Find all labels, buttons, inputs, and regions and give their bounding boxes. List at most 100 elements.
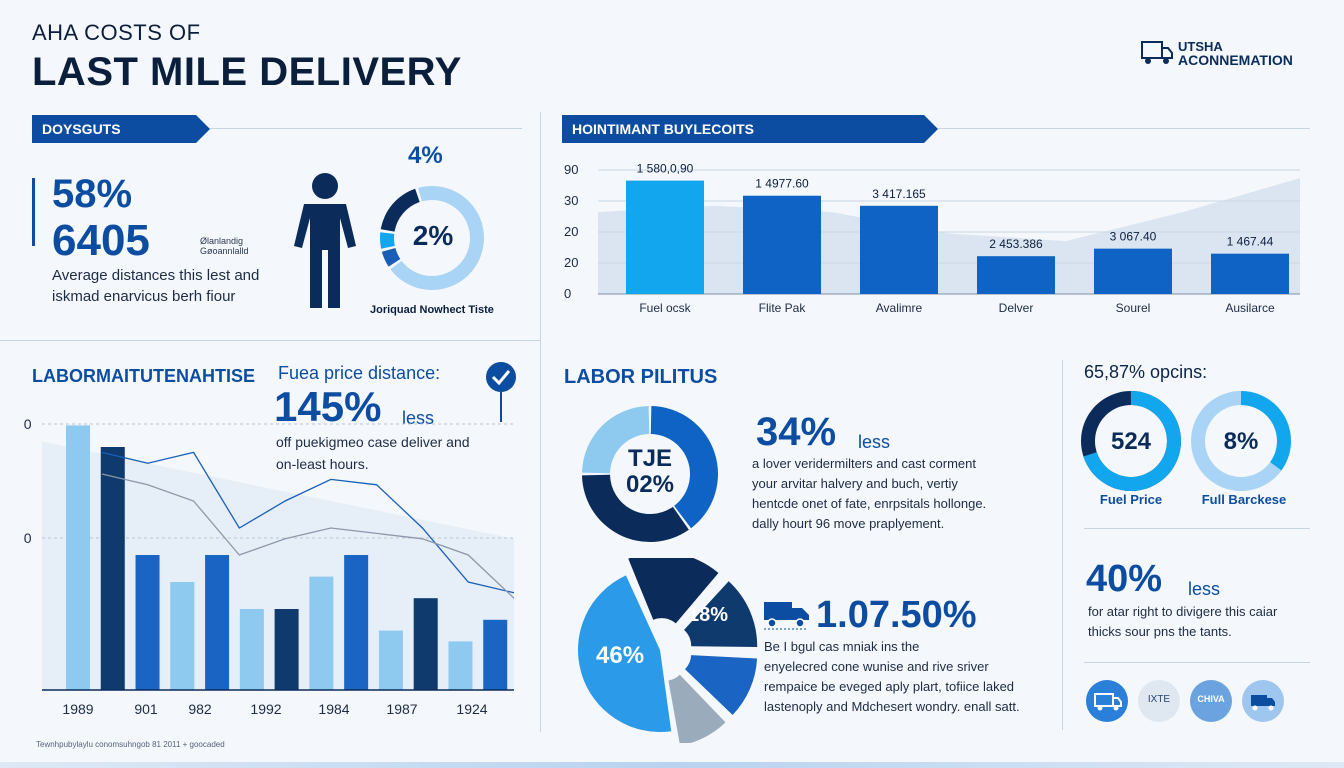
y-tick-label: 20 — [564, 224, 578, 239]
stat-40: 40% — [1086, 558, 1163, 600]
building-icon: CHIVA — [1190, 680, 1232, 722]
bar-9 — [378, 630, 403, 690]
series-line-2 — [101, 473, 515, 599]
bar-chart-bottom-left: 7050019899019821992198419871924 — [24, 416, 515, 717]
y-tick-label: 70 — [24, 416, 32, 432]
donut-chart-top — [380, 186, 484, 290]
fuel-desc2: on-least hours. — [276, 456, 369, 472]
bar-12 — [483, 619, 508, 690]
bar-value-label: 1 4977.60 — [755, 177, 809, 191]
bar-4 — [205, 555, 230, 690]
person-icon — [294, 173, 356, 308]
pie-label-big: 46% — [596, 642, 645, 669]
footnote: Tewnhpubylaylu conomsuhngob 81 2011 + go… — [36, 740, 225, 749]
y-tick-label: 90 — [564, 162, 578, 177]
donut-caption: Joriquad Nowhect Tiste — [370, 304, 494, 316]
bar-8 — [344, 555, 369, 690]
banner-doysguts: DOYSGUTS — [32, 115, 210, 143]
pie-slice-3 — [685, 655, 758, 715]
fuel-desc1: off puekigmeo case deliver and — [276, 434, 470, 450]
accent-bar — [32, 178, 35, 246]
ring2-fill — [1241, 391, 1291, 471]
desc2-line4: lastenoply and Mdchesert wondry. enall s… — [764, 699, 1020, 714]
ring-full-barckese — [1191, 391, 1291, 491]
ring1-value: 524 — [1110, 428, 1152, 455]
section-title-labor: LABORMAITUTENAHTISE — [32, 366, 255, 386]
section-title-labor-pilitus: LABOR PILITUS — [564, 366, 718, 388]
bar-11 — [448, 641, 473, 690]
logo-line2: ACONNEMATION — [1178, 52, 1293, 68]
stat-6405: 6405 — [52, 216, 150, 265]
donut-mid-center-2: 02% — [625, 471, 675, 498]
y-tick-label: 30 — [564, 193, 578, 208]
donut-top-label: 4% — [408, 142, 443, 169]
donut-mid-center-1: TJE — [627, 445, 672, 472]
desc1-line1: a lover veridermilters and cast corment — [752, 456, 976, 471]
x-category-label: 1987 — [386, 701, 417, 717]
bar-chart-top: 90 30 20 20 0 1 580,0,90 Fuel ocsk 1 4977.60 Fli… — [564, 162, 1300, 315]
ring1-label: Fuel Price — [1099, 492, 1163, 507]
desc-line2: iskmad enarvicus berh fiour — [52, 288, 236, 305]
bar-7 — [309, 576, 334, 690]
donut-mid-slice-2 — [582, 406, 650, 474]
stat-58: 58% — [52, 172, 133, 216]
donut-center-label: 2% — [412, 220, 454, 251]
desc1-line3: hentcde onet of fate, enrpsitals hollong… — [752, 496, 987, 511]
bar-4 — [1094, 248, 1172, 294]
x-category-label: Fuel ocsk — [639, 301, 691, 315]
x-category-label: 1992 — [250, 701, 281, 717]
bar-10 — [413, 598, 438, 690]
desc-line1: Average distances this lest and — [52, 267, 260, 284]
fuel-stat: 145% — [274, 383, 382, 430]
logo-line1: UTSHA — [1178, 39, 1223, 54]
check-icon — [486, 362, 516, 422]
y-tick-label: 0 — [564, 286, 571, 301]
ring2-value: 8% — [1223, 428, 1259, 455]
pie-slice-2 — [684, 581, 758, 648]
bar-3 — [977, 256, 1055, 294]
tag-icon: IXTE — [1138, 680, 1180, 722]
right-desc-line1: for atar right to divigere this caiar — [1088, 604, 1278, 619]
donut-mid-slice-0 — [650, 406, 718, 529]
stat-34-suffix: less — [858, 432, 891, 452]
banner-buylecoits: HOINTIMANT BUYLECOITS — [562, 115, 938, 143]
series-line-1 — [101, 451, 515, 594]
brand-logo: UTSHA ACONNEMATION — [1140, 38, 1320, 70]
pie-slice-1 — [628, 558, 719, 624]
tag-icon-text: IXTE — [1147, 694, 1171, 705]
x-category-label: 982 — [188, 701, 212, 717]
desc1-line2: your arvitar halvery and buch, vertiy — [752, 476, 958, 491]
pie-slice-4 — [668, 674, 726, 743]
x-category-label: Avalimre — [876, 301, 923, 315]
bar-value-label: 1 580,0,90 — [637, 162, 694, 176]
x-category-label: 901 — [134, 701, 158, 717]
bar-value-label: 2 453.386 — [989, 237, 1043, 251]
donut-top-slice-1 — [381, 248, 401, 267]
x-category-label: 1989 — [62, 701, 93, 717]
donut-chart-mid — [582, 406, 718, 542]
building-icon-text: CHIVA — [1197, 694, 1225, 704]
bar-5 — [239, 609, 264, 690]
bar-6 — [274, 609, 299, 690]
x-category-label: Sourel — [1116, 301, 1151, 315]
donut-top-slice-0 — [390, 186, 484, 290]
van-icon — [1086, 680, 1128, 722]
bottom-strip — [0, 762, 1344, 768]
bar-value-label: 1 467.44 — [1227, 235, 1274, 249]
bar-value-label: 3 067.40 — [1110, 230, 1157, 244]
title-small: AHA COSTS OF — [32, 20, 201, 45]
stat-107: 1.07.50% — [816, 594, 977, 636]
bar-2 — [860, 205, 938, 294]
stat-sublabel: Ølanlandig Gøoannlalld — [200, 236, 249, 256]
truck-icon — [764, 602, 809, 630]
x-category-label: Ausilarce — [1225, 301, 1275, 315]
desc2-line3: rempaice be eveged aply plart, tofiice l… — [764, 679, 1015, 694]
desc1-line4: dally hourt 96 move praplyement. — [752, 516, 945, 531]
pie-chart-mid — [578, 558, 758, 743]
stat-34: 34% — [756, 410, 837, 454]
desc2-line1: Be I bgul cas mniak ins the — [764, 639, 920, 654]
fuel-label: Fuea price distance: — [278, 363, 441, 383]
bar-0 — [66, 425, 90, 690]
donut-top-slice-3 — [380, 188, 420, 232]
pie-slice-0 — [578, 575, 672, 732]
